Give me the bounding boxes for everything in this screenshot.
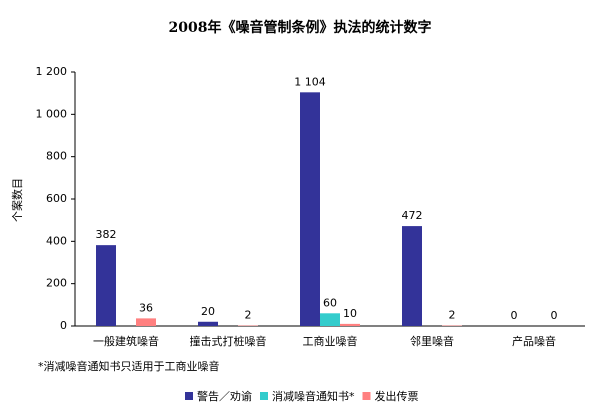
data-label: 0 <box>511 309 518 322</box>
data-label: 0 <box>551 309 558 322</box>
y-tick-label: 200 <box>46 277 67 290</box>
legend-swatch <box>362 392 371 400</box>
data-label: 1 104 <box>294 75 326 88</box>
x-tick-label: 产品噪音 <box>512 334 556 348</box>
legend-swatch <box>260 392 268 400</box>
legend-label: 警告／劝谕 <box>197 389 252 403</box>
data-label: 36 <box>139 301 153 314</box>
data-label: 2 <box>245 309 252 322</box>
y-tick-label: 0 <box>60 319 67 332</box>
y-axis-label: 个案数目 <box>10 178 24 222</box>
data-label: 472 <box>402 209 423 222</box>
x-tick-label: 一般建筑噪音 <box>93 334 159 348</box>
bar <box>402 226 422 326</box>
y-tick-label: 1 200 <box>36 65 68 78</box>
chart-title: 2008年《噪音管制条例》执法的统计数字 <box>169 19 432 36</box>
footnote: *消减噪音通知书只适用于工商业噪音 <box>38 359 220 373</box>
data-label: 20 <box>201 305 215 318</box>
y-tick-label: 600 <box>46 192 67 205</box>
data-label: 2 <box>449 309 456 322</box>
legend-label: 消减噪音通知书* <box>272 389 355 403</box>
x-tick-label: 撞击式打桩噪音 <box>190 334 267 348</box>
legend-swatch <box>185 392 193 400</box>
legend-label: 发出传票 <box>375 389 419 403</box>
x-tick-label: 工商业噪音 <box>303 334 358 348</box>
data-label: 60 <box>323 296 337 309</box>
y-tick-label: 400 <box>46 234 67 247</box>
data-label: 382 <box>96 228 117 241</box>
x-tick-label: 邻里噪音 <box>410 334 454 348</box>
y-tick-label: 800 <box>46 150 67 163</box>
y-tick-label: 1 000 <box>36 107 68 120</box>
bar <box>340 323 360 326</box>
bar <box>96 245 116 326</box>
data-label: 10 <box>343 307 357 320</box>
bar <box>320 313 340 326</box>
bar <box>300 92 320 326</box>
bar <box>136 318 156 326</box>
bar <box>198 321 218 326</box>
